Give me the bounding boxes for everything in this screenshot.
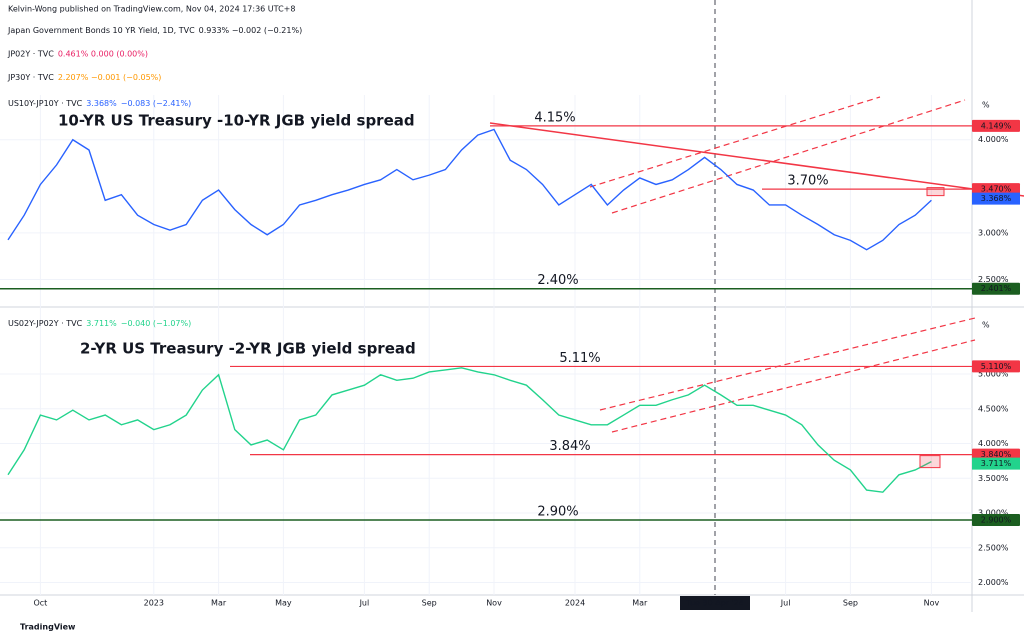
level-note: 3.70% [787, 174, 828, 189]
series-line [7, 367, 932, 493]
level-note: 5.11% [559, 351, 600, 366]
level-note: 2.90% [537, 504, 578, 519]
last-value-label: 3.368% [981, 194, 1012, 203]
x-tick-label: Mar [211, 599, 227, 608]
y-tick-label: 4.000% [978, 439, 1009, 448]
level-label: 2.401% [981, 284, 1012, 293]
level-note: 3.84% [549, 439, 590, 454]
y-tick-label: 2.500% [978, 275, 1009, 284]
drawing-line [611, 99, 966, 214]
level-label-bg [972, 360, 1020, 373]
x-tick-label: 2023 [144, 599, 164, 608]
level-label: 5.110% [981, 362, 1012, 371]
level-label-bg [972, 282, 1020, 295]
crosshair-label: Tue 30 Apr '24 [685, 599, 744, 608]
publisher: Kelvin-Wong published on TradingView.com… [8, 5, 295, 14]
highlight-box [926, 187, 945, 197]
drawing-line [611, 339, 976, 433]
level-label: 3.840% [981, 450, 1012, 459]
pane-title: 2-YR US Treasury -2-YR JGB yield spread [80, 340, 416, 358]
drawing-line [589, 96, 881, 188]
y-tick-label: 2.000% [978, 578, 1009, 587]
x-tick-label: 2024 [565, 599, 585, 608]
pane-legend: US10Y-JP10Y · TVC 3.368% −0.083 (−2.41%) [8, 99, 191, 108]
y-tick-label: 3.000% [978, 509, 1009, 518]
drawing-line [489, 122, 1024, 197]
level-label-bg [972, 513, 1020, 526]
y-tick-label: 3.000% [978, 228, 1009, 237]
highlight-box [919, 455, 941, 469]
footer-brand: TradingView [20, 623, 76, 632]
x-tick-label: May [275, 599, 292, 608]
level-label: 2.900% [981, 515, 1012, 524]
last-value-bg [972, 192, 1020, 205]
x-tick-label: Sep [422, 599, 437, 608]
x-tick-label: Nov [924, 599, 940, 608]
level-note: 2.40% [537, 273, 578, 288]
crosshair-label-bg [680, 596, 750, 610]
level-label-bg [972, 183, 1020, 196]
series-line [7, 128, 932, 251]
last-value-bg [972, 457, 1020, 470]
drawing-line [599, 317, 976, 411]
level-label: 3.470% [981, 185, 1012, 194]
x-tick-label: Mar [632, 599, 648, 608]
legend-line: JP02Y · TVC 0.461% 0.000 (0.00%) [7, 49, 148, 58]
y-tick-label: 2.500% [978, 543, 1009, 552]
pane-legend: US02Y-JP02Y · TVC 3.711% −0.040 (−1.07%) [8, 319, 191, 328]
x-tick-label: Sep [843, 599, 858, 608]
y-tick-label: 4.500% [978, 404, 1009, 413]
y-tick-label: 5.000% [978, 370, 1009, 379]
last-value-label: 3.711% [981, 459, 1012, 468]
axis-unit: % [982, 101, 990, 110]
legend-line: Japan Government Bonds 10 YR Yield, 1D, … [7, 26, 302, 35]
level-note: 4.15% [534, 110, 575, 125]
pane-title: 10-YR US Treasury -10-YR JGB yield sprea… [58, 112, 415, 130]
legend-line: JP30Y · TVC 2.207% −0.001 (−0.05%) [7, 73, 161, 82]
y-tick-label: 3.500% [978, 474, 1009, 483]
x-tick-label: Oct [33, 599, 47, 608]
level-label-bg [972, 119, 1020, 132]
x-tick-label: Nov [486, 599, 502, 608]
y-tick-label: 4.000% [978, 135, 1009, 144]
x-tick-label: Jul [359, 599, 370, 608]
x-tick-label: Jul [780, 599, 791, 608]
level-label: 4.149% [981, 121, 1012, 130]
axis-unit: % [982, 321, 990, 330]
